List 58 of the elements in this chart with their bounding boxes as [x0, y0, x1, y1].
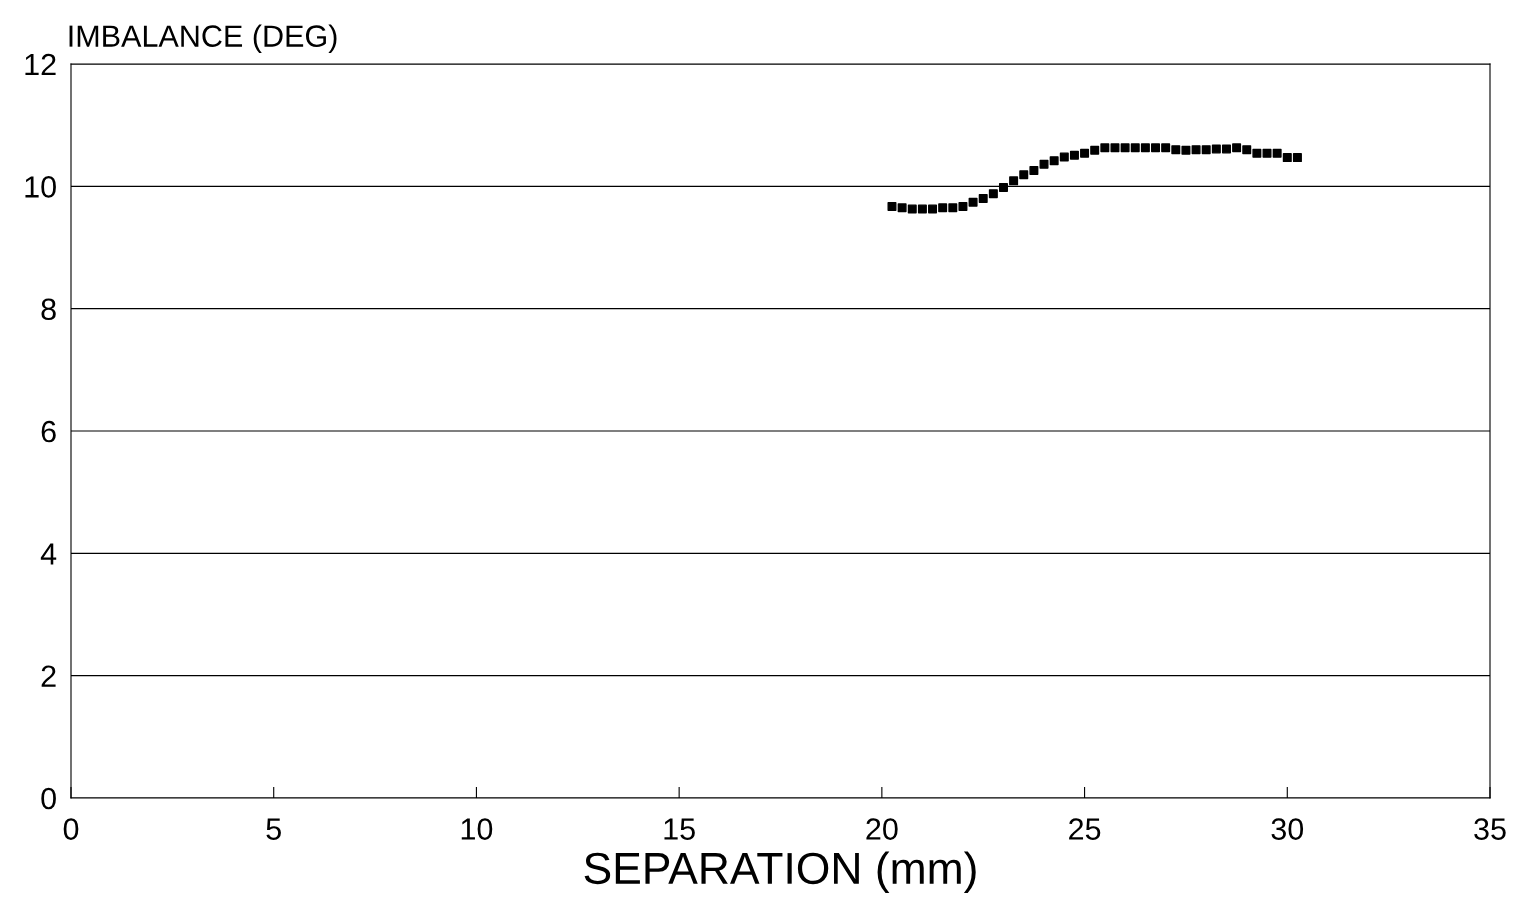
point [907, 204, 917, 214]
point [1039, 159, 1049, 169]
point [1161, 143, 1171, 153]
x-tick-label: 0 [63, 818, 79, 840]
point [1019, 170, 1029, 180]
point [1120, 143, 1130, 153]
x-tick-label: 25 [1069, 818, 1101, 840]
point [1282, 153, 1292, 163]
x-tick-label: 35 [1474, 818, 1506, 840]
point [948, 203, 958, 213]
point [1049, 156, 1059, 166]
point [1171, 145, 1181, 155]
point [1140, 143, 1150, 153]
point [1221, 144, 1231, 154]
point [988, 189, 998, 199]
point [1069, 150, 1079, 160]
point [1272, 148, 1282, 158]
point [1029, 165, 1039, 175]
x-axis-title: SEPARATION (mm) [584, 851, 976, 893]
point [1292, 153, 1302, 163]
point [1191, 145, 1201, 155]
point [978, 194, 988, 204]
point [968, 197, 978, 207]
point [1110, 143, 1120, 153]
y-tick-label: 6 [41, 420, 56, 443]
point [1201, 145, 1211, 155]
point [1242, 145, 1252, 155]
point [1181, 145, 1191, 155]
y-tick-label: 2 [41, 665, 56, 687]
y-axis-title: IMBALANCE (DEG) [69, 24, 337, 53]
y-tick-label: 10 [25, 176, 56, 198]
point [1080, 148, 1090, 158]
point [897, 203, 907, 213]
point [887, 202, 897, 212]
point [938, 203, 948, 213]
x-tick-label: 30 [1271, 818, 1304, 840]
point [958, 202, 968, 212]
point [998, 183, 1008, 193]
point [1232, 143, 1242, 153]
point [1262, 148, 1272, 158]
point [1090, 145, 1100, 155]
y-tick-label: 8 [41, 298, 56, 321]
point [1009, 176, 1019, 186]
point [1252, 148, 1262, 158]
point [1151, 143, 1161, 153]
point [1100, 143, 1110, 153]
x-tick-label: 5 [266, 818, 281, 840]
point [917, 204, 927, 214]
point [1059, 152, 1069, 162]
point [1211, 144, 1221, 154]
point [1130, 143, 1140, 153]
point [928, 204, 938, 214]
x-tick-label: 20 [866, 818, 898, 840]
y-tick-label: 4 [40, 543, 57, 565]
y-tick-label: 0 [41, 787, 56, 810]
y-tick-label: 12 [25, 53, 56, 76]
x-tick-label: 10 [461, 818, 493, 840]
x-tick-label: 15 [664, 818, 695, 840]
